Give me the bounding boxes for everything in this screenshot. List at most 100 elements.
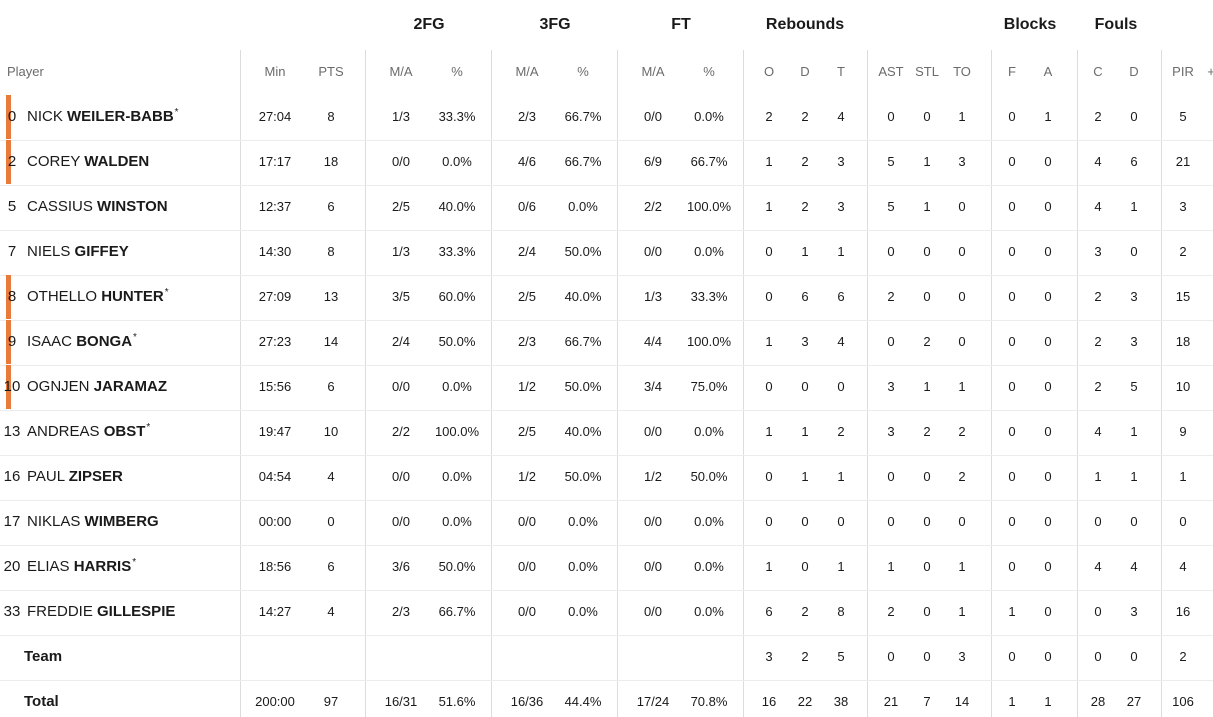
column-divider	[867, 50, 868, 717]
stat-reb-d: 2	[801, 199, 809, 214]
row-separator	[0, 184, 1213, 186]
stat-fg2-pct: 0.0%	[442, 469, 472, 484]
group-header-rebounds: Rebounds	[765, 16, 845, 33]
stat-min: 17:17	[258, 154, 292, 169]
stat-foul-c: 3	[1094, 244, 1102, 259]
stat-pts: 13	[323, 289, 339, 304]
stat-fg2-pct: 0.0%	[442, 514, 472, 529]
total-stat-foul-c: 28	[1090, 694, 1106, 709]
stat-fg3-pct: 0.0%	[568, 559, 598, 574]
stat-reb-o: 1	[765, 559, 773, 574]
player-last-name: WINSTON	[97, 198, 168, 215]
stat-ft-ma: 0/0	[643, 604, 663, 619]
stat-pts: 6	[327, 559, 335, 574]
stat-fg2-pct: 50.0%	[438, 559, 476, 574]
stat-stl: 0	[923, 469, 931, 484]
stat-fg2-pct: 66.7%	[438, 604, 476, 619]
stat-fg2-ma: 0/0	[391, 469, 411, 484]
stat-foul-d: 1	[1130, 424, 1138, 439]
player-first-name: COREY	[27, 153, 81, 170]
column-divider	[617, 50, 618, 717]
stat-ast: 0	[887, 244, 895, 259]
stat-to: 0	[958, 199, 966, 214]
stat-fg3-ma: 1/2	[517, 379, 537, 394]
stat-fg3-pct: 40.0%	[564, 424, 602, 439]
subheader-ft-ma: M/A	[641, 64, 665, 79]
starter-asterisk: *	[174, 107, 179, 118]
stat-pts: 8	[327, 109, 335, 124]
stat-reb-o: 0	[765, 244, 773, 259]
row-separator	[0, 229, 1213, 231]
stat-blk-f: 0	[1008, 469, 1016, 484]
total-stat-fg2-pct: 51.6%	[438, 694, 476, 709]
stat-reb-d: 1	[801, 244, 809, 259]
stat-foul-c: 0	[1094, 604, 1102, 619]
player-number: 13	[3, 423, 21, 440]
team-stat-ast: 0	[887, 649, 895, 664]
stat-min: 18:56	[258, 559, 292, 574]
stat-stl: 1	[923, 199, 931, 214]
stat-fg3-pct: 0.0%	[568, 514, 598, 529]
column-divider	[491, 50, 492, 717]
subheader-pir: PIR	[1172, 64, 1194, 79]
stat-fg2-ma: 0/0	[391, 514, 411, 529]
total-stat-ast: 21	[883, 694, 899, 709]
team-stat-foul-c: 0	[1094, 649, 1102, 664]
stat-fg3-pct: 0.0%	[568, 604, 598, 619]
subheader-blk-a: A	[1043, 64, 1053, 79]
stat-pir: 10	[1175, 379, 1191, 394]
subheader-fg3-pct: %	[577, 64, 589, 79]
player-name: 17 NIKLAS WIMBERG	[4, 512, 236, 532]
player-number: 7	[7, 243, 17, 260]
stat-min: 14:27	[258, 604, 292, 619]
team-stat-reb-d: 2	[801, 649, 809, 664]
stat-pts: 10	[323, 424, 339, 439]
stat-pir: 4	[1179, 559, 1187, 574]
player-name: 7 NIELS GIFFEY	[8, 242, 236, 262]
stat-pir: 2	[1179, 244, 1187, 259]
stat-fg2-ma: 0/0	[391, 379, 411, 394]
row-separator	[0, 679, 1213, 681]
stat-min: 27:04	[258, 109, 292, 124]
stat-to: 0	[958, 334, 966, 349]
subheader-fg2-ma: M/A	[389, 64, 413, 79]
stat-stl: 2	[923, 334, 931, 349]
stat-fg3-ma: 0/0	[517, 604, 537, 619]
stat-reb-t: 4	[837, 109, 845, 124]
stat-foul-c: 4	[1094, 199, 1102, 214]
starter-asterisk: *	[146, 422, 151, 433]
stat-stl: 2	[923, 424, 931, 439]
total-stat-fg2-ma: 16/31	[384, 694, 418, 709]
stat-pts: 8	[327, 244, 335, 259]
stat-fg2-ma: 1/3	[391, 244, 411, 259]
stat-ft-ma: 0/0	[643, 514, 663, 529]
stat-reb-o: 6	[765, 604, 773, 619]
stat-fg3-ma: 1/2	[517, 469, 537, 484]
stat-fg3-ma: 2/3	[517, 334, 537, 349]
stat-min: 27:23	[258, 334, 292, 349]
player-first-name: NICK	[27, 108, 63, 125]
stat-reb-d: 2	[801, 109, 809, 124]
subheader-min: Min	[264, 64, 286, 79]
stat-fg2-ma: 2/3	[391, 604, 411, 619]
stat-blk-a: 0	[1044, 514, 1052, 529]
stat-fg2-pct: 50.0%	[438, 334, 476, 349]
stat-ast: 0	[887, 469, 895, 484]
stat-ft-pct: 75.0%	[690, 379, 728, 394]
player-number: 9	[7, 333, 17, 350]
row-separator	[0, 409, 1213, 411]
stat-foul-d: 0	[1130, 109, 1138, 124]
stat-ft-ma: 2/2	[643, 199, 663, 214]
player-last-name: GILLESPIE	[97, 603, 176, 620]
stat-fg2-pct: 0.0%	[442, 154, 472, 169]
stat-pir: 18	[1175, 334, 1191, 349]
total-stat-ft-pct: 70.8%	[690, 694, 728, 709]
subheader-more: +	[1207, 64, 1213, 79]
stat-pts: 0	[327, 514, 335, 529]
subheader-ft-pct: %	[703, 64, 715, 79]
stat-reb-o: 1	[765, 334, 773, 349]
stat-foul-c: 2	[1094, 109, 1102, 124]
stat-reb-d: 1	[801, 469, 809, 484]
total-stat-blk-f: 1	[1008, 694, 1016, 709]
